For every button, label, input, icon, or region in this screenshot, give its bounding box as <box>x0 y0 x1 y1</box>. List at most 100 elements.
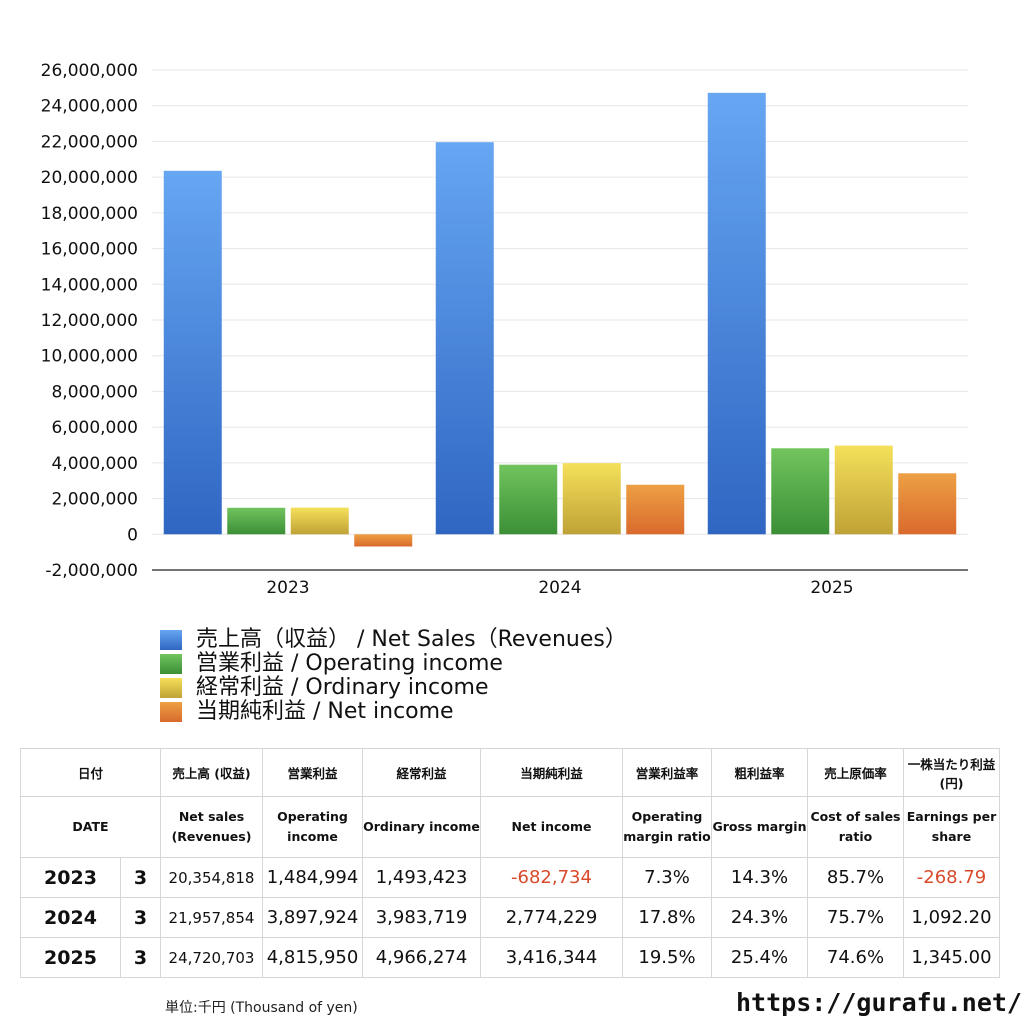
legend-swatch-net-sales <box>160 630 182 650</box>
y-tick-label: 8,000,000 <box>51 382 138 402</box>
y-tick-label: 16,000,000 <box>41 240 138 260</box>
legend-swatch-operating-income <box>160 654 182 674</box>
cell-eps: 1,092.20 <box>903 897 1000 938</box>
cell-operating: 4,815,950 <box>262 937 363 978</box>
y-tick-label: 22,000,000 <box>41 132 138 152</box>
y-tick-label: 10,000,000 <box>41 347 138 367</box>
cell-net-sales: 24,720,703 <box>160 937 263 978</box>
chart-legend: 売上高（収益） / Net Sales（Revenues） 営業利益 / Ope… <box>160 628 627 724</box>
legend-item-net-income: 当期純利益 / Net income <box>160 700 627 724</box>
bars <box>163 92 957 547</box>
header-op-margin-jp: 営業利益率 <box>622 748 712 797</box>
header-ordinary-jp: 経常利益 <box>362 748 481 797</box>
cell-gross-margin: 25.4% <box>711 937 808 978</box>
cell-ordinary: 1,493,423 <box>362 857 481 898</box>
y-axis-ticks: -2,000,000 0 2,000,000 4,000,000 6,000,000 8,… <box>41 61 138 581</box>
bar-2023-series-0 <box>163 170 222 535</box>
header-operating-en: Operating income <box>262 796 363 858</box>
legend-swatch-net-income <box>160 702 182 722</box>
table-header-jp: 日付 売上高 (収益) 営業利益 経常利益 当期純利益 営業利益率 粗利益率 売… <box>20 748 1000 797</box>
cell-month: 3 <box>120 937 161 978</box>
y-tick-label: 6,000,000 <box>51 418 138 438</box>
header-net-income-en: Net income <box>480 796 623 858</box>
bar-2025-series-2 <box>834 445 893 535</box>
grid-lines <box>152 69 968 535</box>
cell-op-margin: 17.8% <box>622 897 712 938</box>
bar-2024-series-2 <box>562 463 621 535</box>
y-tick-label: 14,000,000 <box>41 275 138 295</box>
y-tick-label: -2,000,000 <box>45 561 138 581</box>
header-cost-ratio-jp: 売上原価率 <box>807 748 904 797</box>
site-url: https://gurafu.net/ <box>736 988 1022 1017</box>
bar-2023-series-1 <box>227 507 286 535</box>
cell-cost-ratio: 74.6% <box>807 937 904 978</box>
header-cost-ratio-en: Cost of sales ratio <box>807 796 904 858</box>
bar-2025-series-0 <box>707 92 766 535</box>
cell-cost-ratio: 85.7% <box>807 857 904 898</box>
bar-2023-series-3 <box>354 534 413 547</box>
header-net-income-jp: 当期純利益 <box>480 748 623 797</box>
cell-op-margin: 19.5% <box>622 937 712 978</box>
cell-eps: -268.79 <box>903 857 1000 898</box>
header-gross-margin-jp: 粗利益率 <box>711 748 808 797</box>
bar-2024-series-0 <box>435 142 494 535</box>
header-operating-jp: 営業利益 <box>262 748 363 797</box>
table-header-en: DATE Net sales (Revenues) Operating inco… <box>20 796 1000 858</box>
y-tick-label: 12,000,000 <box>41 311 138 331</box>
cell-eps: 1,345.00 <box>903 937 1000 978</box>
cell-cost-ratio: 75.7% <box>807 897 904 938</box>
table-row: 2025 3 24,720,703 4,815,950 4,966,274 3,… <box>20 937 1000 978</box>
header-gross-margin-en: Gross margin <box>711 796 808 858</box>
legend-label-net-sales: 売上高（収益） / Net Sales（Revenues） <box>196 627 627 652</box>
cell-net-income: 2,774,229 <box>480 897 623 938</box>
legend-label-operating-income: 営業利益 / Operating income <box>196 651 503 676</box>
cell-gross-margin: 24.3% <box>711 897 808 938</box>
financial-table: 日付 売上高 (収益) 営業利益 経常利益 当期純利益 営業利益率 粗利益率 売… <box>20 748 1000 978</box>
bar-2025-series-3 <box>898 473 957 535</box>
legend-item-operating-income: 営業利益 / Operating income <box>160 652 627 676</box>
header-op-margin-en: Operating margin ratio <box>622 796 712 858</box>
header-ordinary-en: Ordinary income <box>362 796 481 858</box>
header-net-sales-en: Net sales (Revenues) <box>160 796 263 858</box>
legend-item-net-sales: 売上高（収益） / Net Sales（Revenues） <box>160 628 627 652</box>
cell-net-income: 3,416,344 <box>480 937 623 978</box>
cell-year: 2025 <box>20 937 121 978</box>
header-date-en: DATE <box>20 796 161 858</box>
header-eps-jp: 一株当たり利益(円) <box>903 748 1000 797</box>
bar-2023-series-2 <box>290 507 349 535</box>
y-tick-label: 18,000,000 <box>41 204 138 224</box>
x-tick-label: 2024 <box>538 578 581 598</box>
cell-month: 3 <box>120 857 161 898</box>
cell-ordinary: 4,966,274 <box>362 937 481 978</box>
x-tick-label: 2025 <box>810 578 853 598</box>
table-row: 2023 3 20,354,818 1,484,994 1,493,423 -6… <box>20 857 1000 898</box>
header-date-jp: 日付 <box>20 748 161 797</box>
y-tick-label: 20,000,000 <box>41 168 138 188</box>
x-tick-label: 2023 <box>266 578 309 598</box>
y-tick-label: 4,000,000 <box>51 454 138 474</box>
header-eps-en: Earnings per share <box>903 796 1000 858</box>
legend-label-net-income: 当期純利益 / Net income <box>196 699 454 724</box>
y-tick-label: 0 <box>127 525 138 545</box>
legend-swatch-ordinary-income <box>160 678 182 698</box>
cell-operating: 1,484,994 <box>262 857 363 898</box>
bar-2025-series-1 <box>771 448 830 535</box>
cell-month: 3 <box>120 897 161 938</box>
bar-2024-series-3 <box>626 484 685 535</box>
cell-operating: 3,897,924 <box>262 897 363 938</box>
cell-net-sales: 20,354,818 <box>160 857 263 898</box>
bar-2024-series-1 <box>499 464 558 535</box>
header-net-sales-jp: 売上高 (収益) <box>160 748 263 797</box>
cell-net-sales: 21,957,854 <box>160 897 263 938</box>
cell-year: 2023 <box>20 857 121 898</box>
cell-op-margin: 7.3% <box>622 857 712 898</box>
bar-chart: -2,000,000 0 2,000,000 4,000,000 6,000,000 8,… <box>41 61 968 598</box>
cell-ordinary: 3,983,719 <box>362 897 481 938</box>
table-row: 2024 3 21,957,854 3,897,924 3,983,719 2,… <box>20 897 1000 938</box>
y-tick-label: 24,000,000 <box>41 97 138 117</box>
y-tick-label: 2,000,000 <box>51 490 138 510</box>
cell-year: 2024 <box>20 897 121 938</box>
legend-label-ordinary-income: 経常利益 / Ordinary income <box>196 675 489 700</box>
cell-gross-margin: 14.3% <box>711 857 808 898</box>
x-axis-ticks: 2023 2024 2025 <box>266 578 853 598</box>
